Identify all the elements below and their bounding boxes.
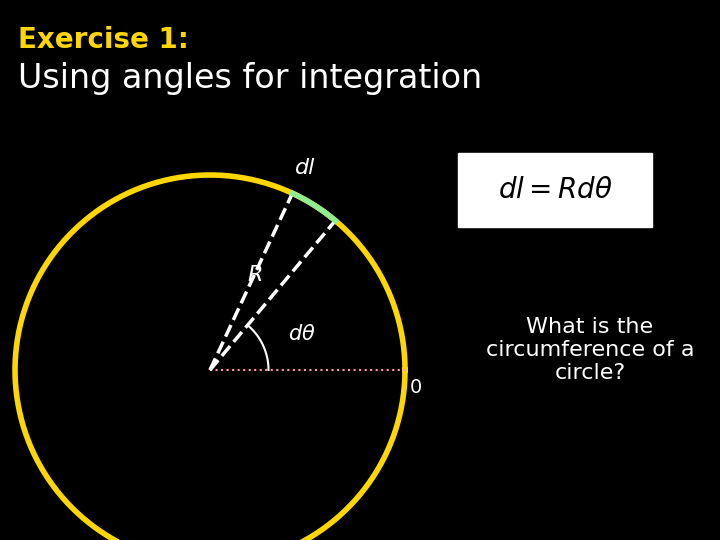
Text: Using angles for integration: Using angles for integration <box>18 62 482 95</box>
Text: R: R <box>247 265 262 285</box>
Text: $dl = Rd\theta$: $dl = Rd\theta$ <box>498 176 613 204</box>
FancyBboxPatch shape <box>458 153 652 227</box>
Text: $d\theta$: $d\theta$ <box>288 325 315 345</box>
Text: What is the
circumference of a
circle?: What is the circumference of a circle? <box>486 317 694 383</box>
Text: 0: 0 <box>410 378 422 397</box>
Text: dl: dl <box>295 158 315 178</box>
Text: Exercise 1:: Exercise 1: <box>18 26 189 54</box>
